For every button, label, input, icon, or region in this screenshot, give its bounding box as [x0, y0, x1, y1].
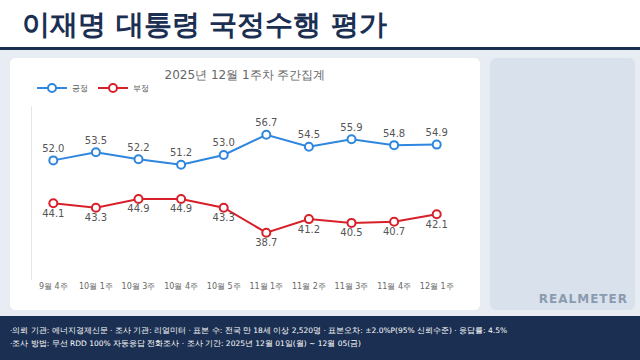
- svg-text:52.2: 52.2: [127, 142, 149, 153]
- svg-text:55.9: 55.9: [340, 122, 362, 133]
- svg-text:43.3: 43.3: [85, 212, 107, 223]
- html-text:이재명 대통령 국정수행 평가: 이재명 대통령 국정수행 평가: [22, 8, 388, 41]
- svg-text:12월 1주: 12월 1주: [420, 282, 454, 291]
- svg-text:43.3: 43.3: [213, 212, 235, 223]
- svg-text:54.9: 54.9: [426, 127, 448, 138]
- svg-text:38.7: 38.7: [255, 237, 277, 248]
- svg-text:52.0: 52.0: [42, 143, 64, 154]
- svg-text:54.8: 54.8: [383, 128, 405, 139]
- svg-text:40.7: 40.7: [383, 226, 405, 237]
- svg-text:10월 3주: 10월 3주: [122, 282, 156, 291]
- svg-text:10월 5주: 10월 5주: [207, 282, 241, 291]
- svg-text:41.2: 41.2: [298, 224, 320, 235]
- svg-text:11월 3주: 11월 3주: [335, 282, 369, 291]
- svg-text:11월 2주: 11월 2주: [292, 282, 326, 291]
- svg-text:11월 1주: 11월 1주: [249, 282, 283, 291]
- svg-text:2025년 12월 1주차 주간집계: 2025년 12월 1주차 주간집계: [165, 68, 326, 82]
- svg-text:53.0: 53.0: [213, 137, 235, 148]
- html-text:·의뢰 기관: 에너지경제신문 · 조사 기관: 리얼미터: ·의뢰 기관: 에너지경제신문 · 조사 기관: 리얼미터 · 표본 수: 전국…: [10, 326, 508, 335]
- html-text:·조사 방법: 무선 RDD 100% 자동응답 전화조사: ·조사 방법: 무선 RDD 100% 자동응답 전화조사 · 조사 기간: 2…: [10, 339, 361, 348]
- html-text:REALMETER: REALMETER: [538, 292, 628, 306]
- svg-text:10월 4주: 10월 4주: [164, 282, 198, 291]
- svg-text:40.5: 40.5: [340, 227, 362, 238]
- svg-text:9월 4주: 9월 4주: [39, 282, 68, 291]
- svg-text:54.5: 54.5: [298, 129, 320, 140]
- svg-text:51.2: 51.2: [170, 147, 192, 158]
- svg-text:긍정: 긍정: [72, 84, 88, 93]
- svg-text:44.9: 44.9: [170, 203, 192, 214]
- svg-text:44.9: 44.9: [127, 203, 149, 214]
- svg-text:42.1: 42.1: [426, 219, 448, 230]
- svg-text:10월 1주: 10월 1주: [79, 282, 113, 291]
- svg-text:11월 4주: 11월 4주: [377, 282, 411, 291]
- svg-text:56.7: 56.7: [255, 117, 277, 128]
- svg-text:53.5: 53.5: [85, 135, 107, 146]
- svg-text:44.1: 44.1: [42, 208, 64, 219]
- svg-text:부정: 부정: [133, 84, 149, 93]
